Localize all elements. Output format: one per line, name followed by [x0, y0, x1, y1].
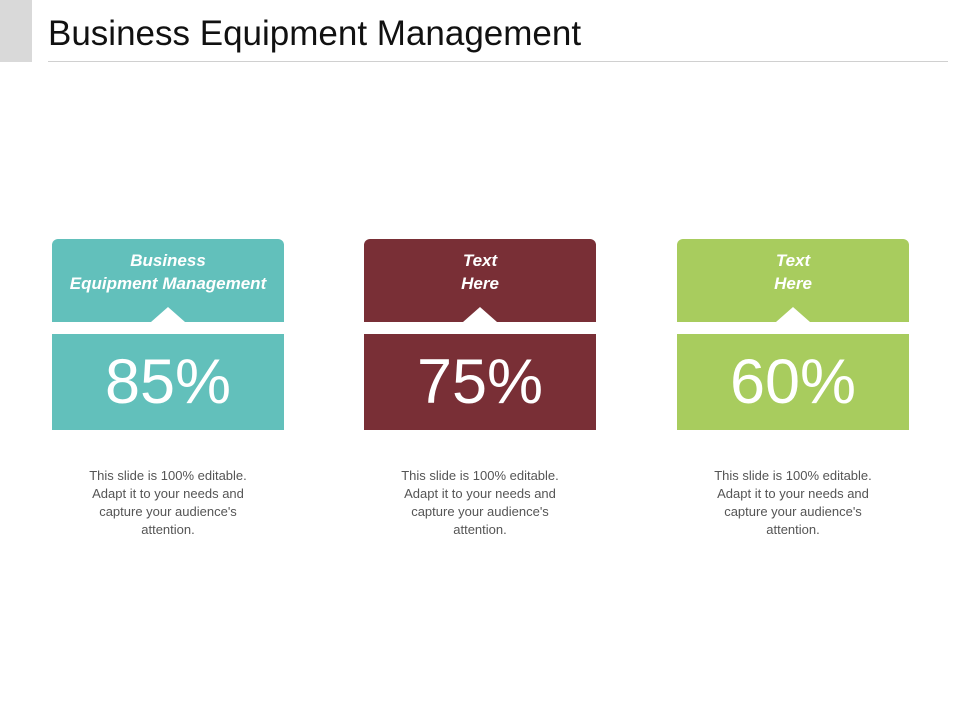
notch-triangle [151, 307, 185, 322]
stat-card-heading: Text Here [774, 251, 812, 293]
stat-value: 75% [364, 334, 596, 430]
stat-description: This slide is 100% editable. Adapt it to… [714, 468, 872, 537]
stat-card-header: Text Here [677, 239, 909, 322]
title-divider [48, 61, 948, 62]
notch-triangle [776, 307, 810, 322]
notch-triangle [463, 307, 497, 322]
stat-card-header: Business Equipment Management [52, 239, 284, 322]
card-separator [52, 322, 284, 334]
stat-card-heading: Text Here [461, 251, 499, 293]
stat-card-heading: Business Equipment Management [69, 251, 267, 293]
card-separator [677, 322, 909, 334]
card-separator [364, 322, 596, 334]
stat-card-1: Business Equipment Management 85% This s… [52, 239, 284, 539]
title-accent-bar [0, 0, 32, 62]
stat-value: 85% [52, 334, 284, 430]
stat-description: This slide is 100% editable. Adapt it to… [89, 468, 247, 537]
stat-description: This slide is 100% editable. Adapt it to… [401, 468, 559, 537]
stat-value: 60% [677, 334, 909, 430]
stat-card-2: Text Here 75% This slide is 100% editabl… [364, 239, 596, 539]
stat-card-3: Text Here 60% This slide is 100% editabl… [677, 239, 909, 539]
page-title: Business Equipment Management [48, 14, 582, 53]
stat-card-header: Text Here [364, 239, 596, 322]
